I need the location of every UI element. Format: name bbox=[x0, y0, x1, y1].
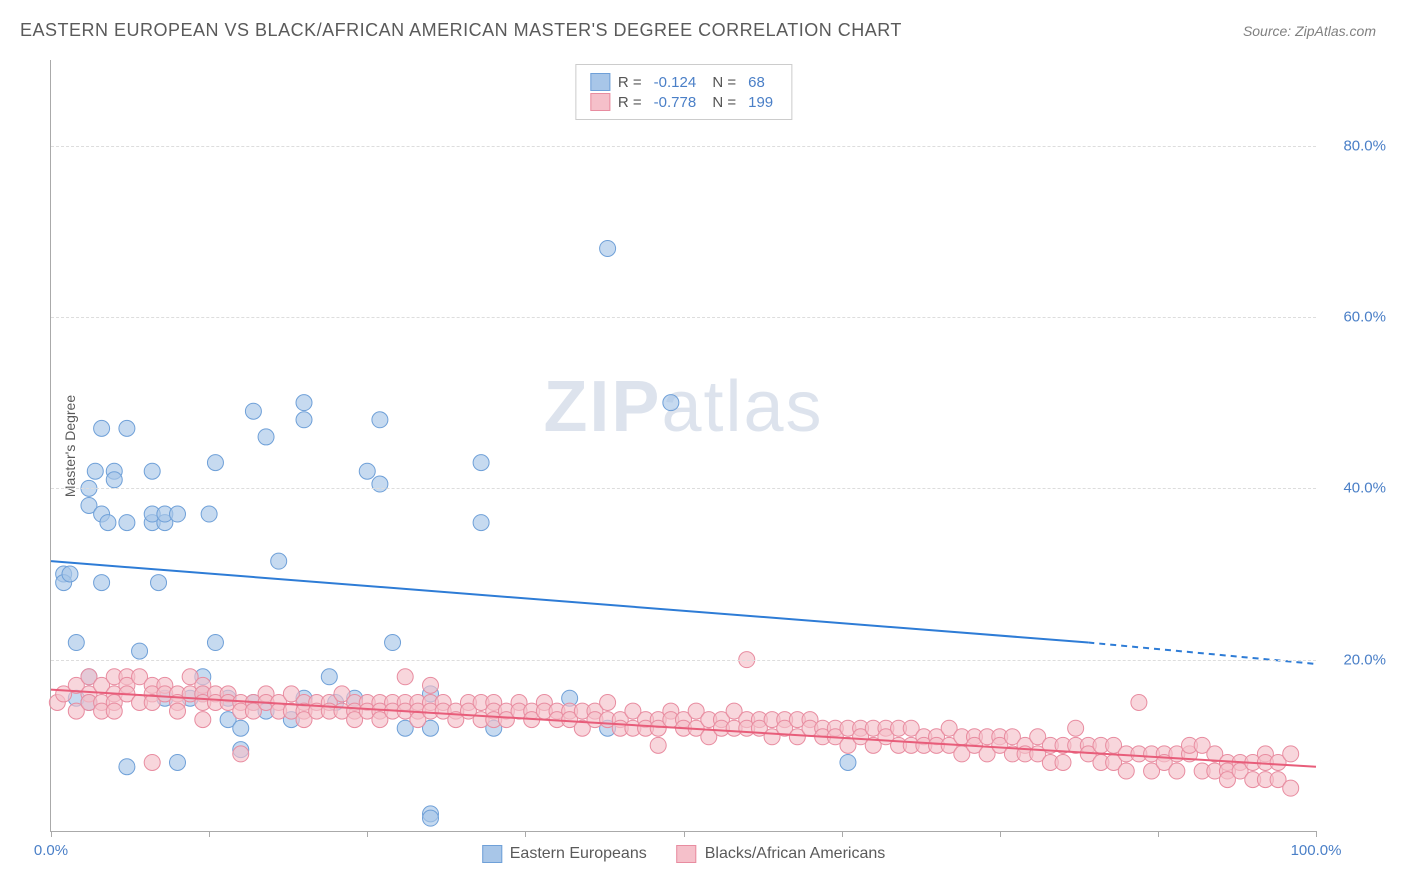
gridline bbox=[51, 660, 1316, 661]
data-point bbox=[233, 720, 249, 736]
data-point bbox=[385, 635, 401, 651]
ytick-label: 60.0% bbox=[1343, 308, 1386, 325]
ytick-label: 20.0% bbox=[1343, 651, 1386, 668]
xtick bbox=[209, 831, 210, 837]
swatch-series-0 bbox=[590, 73, 610, 91]
data-point bbox=[106, 703, 122, 719]
data-point bbox=[195, 712, 211, 728]
stats-n-label: N = bbox=[708, 94, 736, 111]
data-point bbox=[372, 412, 388, 428]
legend-swatch-0 bbox=[482, 845, 502, 863]
xtick-label: 100.0% bbox=[1291, 842, 1342, 859]
data-point bbox=[1283, 746, 1299, 762]
data-point bbox=[1131, 695, 1147, 711]
stats-n-label: N = bbox=[708, 74, 736, 91]
legend-label-1: Blacks/African Americans bbox=[705, 845, 886, 863]
data-point bbox=[473, 515, 489, 531]
data-point bbox=[151, 575, 167, 591]
data-point bbox=[119, 515, 135, 531]
legend-swatch-1 bbox=[677, 845, 697, 863]
data-point bbox=[600, 240, 616, 256]
stats-box: R = -0.124 N = 68 R = -0.778 N = 199 bbox=[575, 64, 792, 120]
data-point bbox=[258, 429, 274, 445]
stats-r-1: -0.778 bbox=[654, 94, 697, 111]
trend-line bbox=[51, 561, 1088, 642]
data-point bbox=[650, 737, 666, 753]
data-point bbox=[296, 412, 312, 428]
stats-r-0: -0.124 bbox=[654, 74, 697, 91]
data-point bbox=[1283, 780, 1299, 796]
chart-area: Master's Degree ZIPatlas R = -0.124 N = … bbox=[50, 60, 1316, 832]
data-point bbox=[119, 420, 135, 436]
data-point bbox=[271, 553, 287, 569]
stats-row-0: R = -0.124 N = 68 bbox=[590, 73, 777, 91]
data-point bbox=[600, 695, 616, 711]
stats-r-label: R = bbox=[618, 74, 642, 91]
data-point bbox=[372, 476, 388, 492]
data-point bbox=[94, 575, 110, 591]
xtick bbox=[1316, 831, 1317, 837]
data-point bbox=[94, 420, 110, 436]
legend-item-1: Blacks/African Americans bbox=[677, 845, 886, 863]
data-point bbox=[119, 759, 135, 775]
xtick-label: 0.0% bbox=[34, 842, 68, 859]
xtick bbox=[51, 831, 52, 837]
data-point bbox=[170, 754, 186, 770]
xtick bbox=[684, 831, 685, 837]
data-point bbox=[840, 754, 856, 770]
data-point bbox=[423, 810, 439, 826]
data-point bbox=[423, 677, 439, 693]
data-point bbox=[144, 463, 160, 479]
data-point bbox=[144, 754, 160, 770]
data-point bbox=[106, 472, 122, 488]
trend-line-dashed bbox=[1088, 643, 1316, 664]
legend-item-0: Eastern Europeans bbox=[482, 845, 647, 863]
data-point bbox=[100, 515, 116, 531]
xtick bbox=[1000, 831, 1001, 837]
xtick bbox=[842, 831, 843, 837]
data-point bbox=[245, 403, 261, 419]
xtick bbox=[525, 831, 526, 837]
data-point bbox=[207, 635, 223, 651]
xtick bbox=[367, 831, 368, 837]
data-point bbox=[132, 643, 148, 659]
data-point bbox=[170, 506, 186, 522]
data-point bbox=[201, 506, 217, 522]
ytick-label: 80.0% bbox=[1343, 137, 1386, 154]
gridline bbox=[51, 488, 1316, 489]
stats-n-0: 68 bbox=[748, 74, 765, 91]
data-point bbox=[170, 703, 186, 719]
data-point bbox=[87, 463, 103, 479]
data-point bbox=[663, 395, 679, 411]
ytick-label: 40.0% bbox=[1343, 480, 1386, 497]
header: EASTERN EUROPEAN VS BLACK/AFRICAN AMERIC… bbox=[0, 0, 1406, 51]
data-point bbox=[1118, 763, 1134, 779]
stats-r-label: R = bbox=[618, 94, 642, 111]
data-point bbox=[233, 746, 249, 762]
data-point bbox=[359, 463, 375, 479]
gridline bbox=[51, 317, 1316, 318]
data-point bbox=[296, 395, 312, 411]
data-point bbox=[321, 669, 337, 685]
data-point bbox=[1169, 763, 1185, 779]
data-point bbox=[62, 566, 78, 582]
stats-n-1: 199 bbox=[748, 94, 773, 111]
swatch-series-1 bbox=[590, 93, 610, 111]
data-point bbox=[473, 455, 489, 471]
data-point bbox=[397, 669, 413, 685]
legend-label-0: Eastern Europeans bbox=[510, 845, 647, 863]
legend: Eastern Europeans Blacks/African America… bbox=[482, 845, 886, 863]
data-point bbox=[207, 455, 223, 471]
gridline bbox=[51, 146, 1316, 147]
data-point bbox=[68, 635, 84, 651]
source-label: Source: ZipAtlas.com bbox=[1243, 23, 1376, 39]
data-point bbox=[1055, 754, 1071, 770]
chart-title: EASTERN EUROPEAN VS BLACK/AFRICAN AMERIC… bbox=[20, 20, 902, 41]
xtick bbox=[1158, 831, 1159, 837]
data-point bbox=[1068, 720, 1084, 736]
stats-row-1: R = -0.778 N = 199 bbox=[590, 93, 777, 111]
scatter-plot bbox=[51, 60, 1316, 831]
